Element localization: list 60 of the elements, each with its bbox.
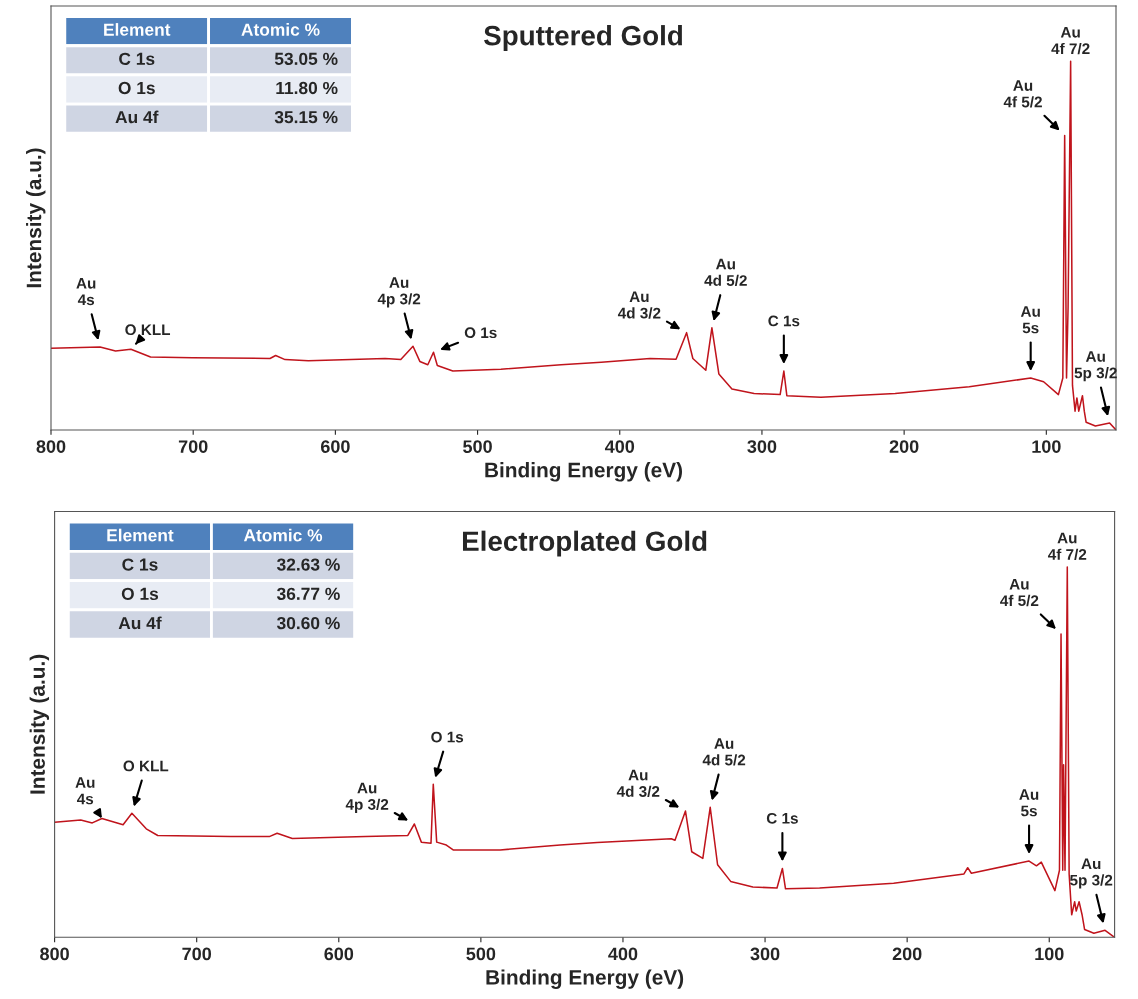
annotation: Au 4d 3/2 xyxy=(616,769,660,798)
annotation: C 1s xyxy=(768,315,800,327)
x-axis-title: Binding Energy (eV) xyxy=(485,462,683,482)
x-tick-label: 800 xyxy=(40,947,69,961)
x-tick-label: 500 xyxy=(463,440,492,453)
x-tick-label: 200 xyxy=(889,440,919,453)
text: Atomic % xyxy=(243,528,323,542)
annotation: 35.15 % xyxy=(274,110,338,124)
annotation: Au 4f xyxy=(118,616,162,630)
annotation: Au 5s xyxy=(1020,306,1040,334)
annotation: Au 5s xyxy=(1019,789,1039,817)
annotation: O KLL xyxy=(125,324,171,336)
annotation: Au 5p 3/2 xyxy=(1070,858,1113,889)
annotation: Au 4s xyxy=(75,777,95,805)
annotation: Au 4d 3/2 xyxy=(617,291,661,319)
annotation: O 1s xyxy=(118,81,155,95)
annotation: O KLL xyxy=(123,760,169,772)
chart-title: Sputtered Gold xyxy=(484,25,682,51)
y-axis-title: Intensity (a.u.) xyxy=(26,148,46,288)
annotation: O 1s xyxy=(464,327,497,339)
annotation: C 1s xyxy=(119,52,155,65)
x-tick-label: 700 xyxy=(182,947,212,961)
x-tick-label: 100 xyxy=(1032,440,1061,453)
text: Atomic % xyxy=(241,23,320,36)
annotation: O 1s xyxy=(121,587,159,600)
annotation: Au 4f 5/2 xyxy=(1003,80,1042,108)
annotation: Au 4d 5/2 xyxy=(702,738,746,766)
annotation: Au 4d 5/2 xyxy=(704,258,747,287)
annotation: Au 4p 3/2 xyxy=(377,277,421,308)
x-axis-title: Binding Energy (eV) xyxy=(486,969,684,989)
x-tick-label: 700 xyxy=(178,440,208,453)
annotation: 36.77 % xyxy=(276,587,340,601)
annotation: Au 4f 7/2 xyxy=(1051,27,1090,55)
annotation: Au 4f xyxy=(115,110,159,124)
x-tick-label: 600 xyxy=(324,947,354,961)
annotation: 30.60 % xyxy=(276,616,340,630)
annotation: Au 4f 7/2 xyxy=(1047,532,1087,561)
y-axis-title: Intensity (a.u.) xyxy=(29,654,50,794)
annotation: Au 4s xyxy=(76,278,96,306)
annotation: Au 5p 3/2 xyxy=(1074,351,1117,382)
annotation: 53.05 % xyxy=(274,52,338,66)
annotation: 11.80 % xyxy=(276,81,338,95)
x-tick-label: 400 xyxy=(604,440,635,453)
x-tick-label: 200 xyxy=(892,947,922,961)
text: Element xyxy=(107,528,174,542)
x-tick-label: 400 xyxy=(608,947,638,961)
x-tick-label: 300 xyxy=(750,947,780,961)
x-tick-label: 300 xyxy=(747,440,777,454)
chart-title: Electroplated Gold xyxy=(462,530,707,557)
annotation: C 1s xyxy=(122,558,158,571)
text: Element xyxy=(104,23,171,36)
x-tick-label: 500 xyxy=(466,947,496,961)
x-tick-label: 100 xyxy=(1035,947,1064,961)
annotation: O 1s xyxy=(431,731,464,743)
annotation: 32.63 % xyxy=(276,558,340,571)
annotation: Au 4f 5/2 xyxy=(1000,578,1039,607)
x-tick-label: 600 xyxy=(320,440,350,453)
x-tick-label: 800 xyxy=(36,440,66,453)
annotation: Au 4p 3/2 xyxy=(345,782,389,813)
annotation: C 1s xyxy=(766,812,798,824)
